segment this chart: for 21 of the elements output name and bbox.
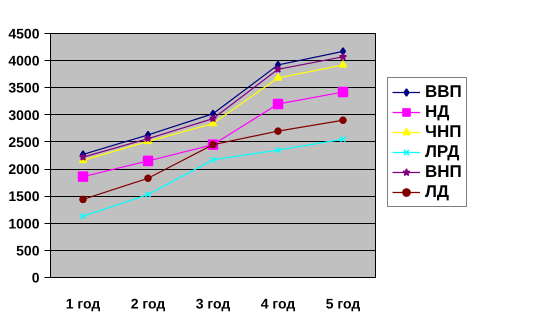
legend-label: ЧНП (425, 122, 462, 142)
legend-label: ВНП (425, 162, 462, 182)
legend-label: ВВП (425, 82, 462, 102)
y-tick-label: 500 (16, 242, 40, 258)
x-tick-label: 1 год (66, 296, 100, 312)
x-tick-label: 5 год (326, 296, 360, 312)
y-tick-label: 4000 (8, 52, 40, 69)
y-tick-label: 3500 (8, 80, 40, 96)
y-tick-label: 3000 (8, 106, 40, 123)
x-tick-label: 4 год (260, 296, 296, 312)
y-tick-label: 4500 (8, 26, 40, 42)
legend-label: ЛД (425, 182, 450, 202)
y-tick-label: 1000 (8, 215, 40, 232)
legend-label: ЛРД (425, 142, 460, 162)
y-tick-label: 1500 (8, 188, 40, 204)
x-tick-label: 2 год (130, 296, 166, 312)
y-tick-label: 2500 (8, 134, 40, 150)
y-tick-label: 0 (32, 270, 40, 286)
legend-label: НД (425, 102, 450, 122)
y-tick-label: 2000 (8, 161, 40, 178)
x-tick-label: 3 год (196, 296, 230, 312)
